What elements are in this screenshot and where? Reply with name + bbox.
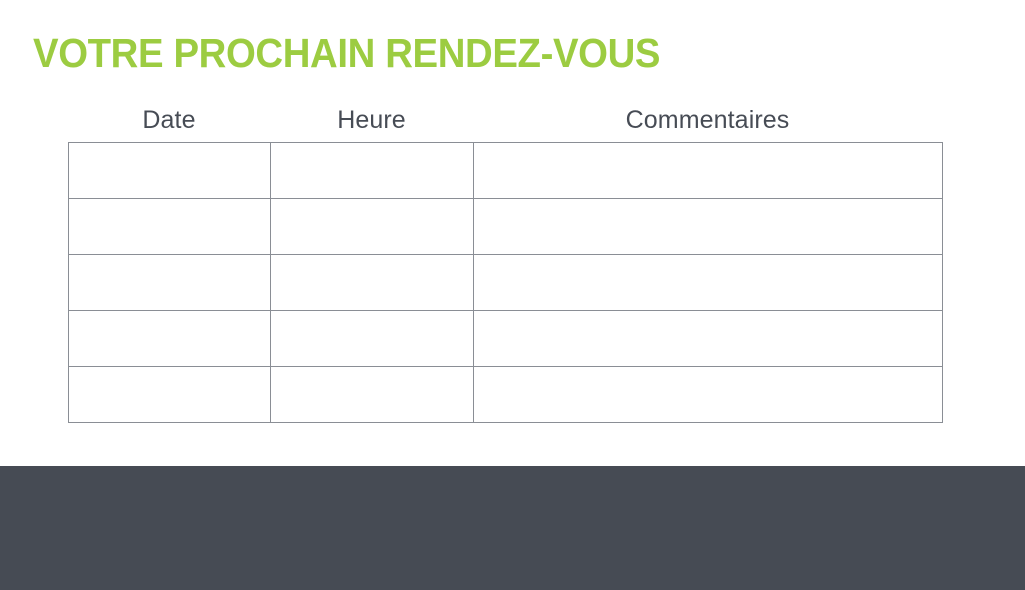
cell-heure[interactable]	[270, 254, 474, 311]
table-body	[68, 142, 943, 423]
table-row[interactable]	[68, 310, 943, 367]
cell-commentaires[interactable]	[473, 142, 943, 199]
appointment-table-block: Date Heure Commentaires	[68, 98, 943, 423]
appointment-table	[68, 142, 943, 423]
cell-date[interactable]	[68, 310, 271, 367]
table-row[interactable]	[68, 142, 943, 199]
cell-date-text	[69, 255, 270, 285]
cell-commentaires-text	[474, 367, 942, 397]
page-title: VOTRE PROCHAIN RENDEZ-VOUS	[33, 30, 661, 76]
cell-date[interactable]	[68, 254, 271, 311]
cell-heure-text	[271, 255, 473, 285]
cell-commentaires[interactable]	[473, 310, 943, 367]
cell-commentaires-text	[474, 199, 942, 229]
cell-commentaires-text	[474, 311, 942, 341]
footer-band	[0, 466, 1025, 590]
cell-heure[interactable]	[270, 366, 474, 423]
cell-heure[interactable]	[270, 310, 474, 367]
table-row[interactable]	[68, 254, 943, 311]
cell-date[interactable]	[68, 198, 271, 255]
cell-commentaires[interactable]	[473, 198, 943, 255]
cell-commentaires[interactable]	[473, 366, 943, 423]
cell-date-text	[69, 199, 270, 229]
cell-heure-text	[271, 143, 473, 173]
cell-date-text	[69, 143, 270, 173]
table-row[interactable]	[68, 198, 943, 255]
cell-commentaires-text	[474, 143, 942, 173]
cell-date-text	[69, 311, 270, 341]
cell-heure[interactable]	[270, 142, 474, 199]
column-header-commentaires: Commentaires	[625, 106, 790, 134]
cell-heure[interactable]	[270, 198, 474, 255]
column-header-heure: Heure	[337, 106, 406, 134]
table-row[interactable]	[68, 366, 943, 423]
cell-date[interactable]	[68, 366, 271, 423]
table-header-row: Date Heure Commentaires	[68, 98, 942, 142]
cell-date[interactable]	[68, 142, 271, 199]
cell-heure-text	[271, 311, 473, 341]
column-header-date: Date	[142, 106, 196, 134]
cell-commentaires[interactable]	[473, 254, 943, 311]
cell-date-text	[69, 367, 270, 397]
cell-heure-text	[271, 199, 473, 229]
cell-heure-text	[271, 367, 473, 397]
cell-commentaires-text	[474, 255, 942, 285]
